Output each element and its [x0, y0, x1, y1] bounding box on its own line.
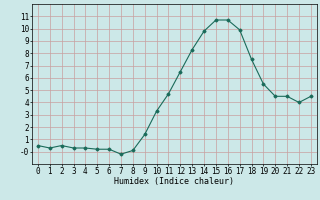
X-axis label: Humidex (Indice chaleur): Humidex (Indice chaleur): [115, 177, 234, 186]
